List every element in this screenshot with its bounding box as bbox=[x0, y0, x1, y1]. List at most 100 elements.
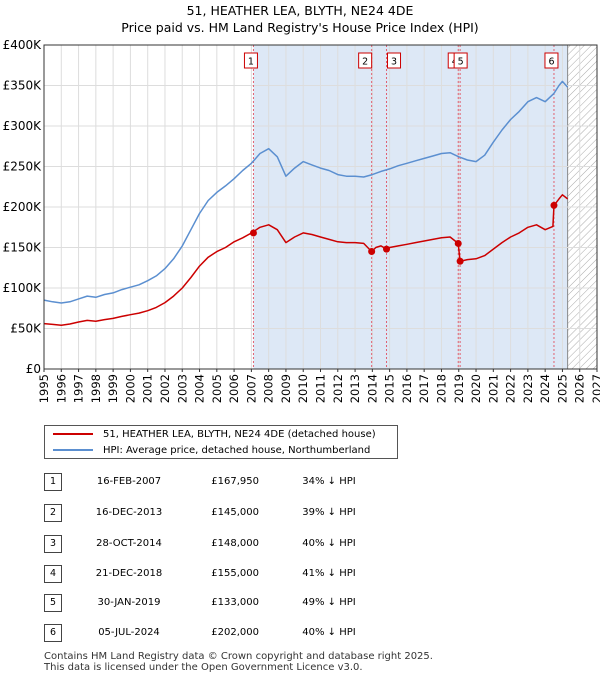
x-tick-label: 2026 bbox=[573, 374, 587, 403]
row-hpi: 49% ↓ HPI bbox=[302, 597, 356, 608]
sale-label-border bbox=[453, 52, 468, 69]
x-tick-label: 2027 bbox=[590, 374, 600, 403]
row-date: 30-JAN-2019 bbox=[97, 597, 161, 608]
x-tick-label: 2011 bbox=[314, 374, 328, 403]
row-number-badge: 4 bbox=[44, 565, 62, 583]
y-tick-label: £50K bbox=[10, 322, 42, 336]
x-tick-label: 2025 bbox=[555, 374, 569, 403]
sale-label-border bbox=[358, 52, 373, 69]
y-tick-label: £350K bbox=[3, 79, 43, 93]
sale-label-box: 1 bbox=[243, 52, 258, 69]
x-tick-label: 2016 bbox=[400, 374, 414, 403]
y-tick-label: £300K bbox=[3, 119, 43, 133]
x-tick-label: 2024 bbox=[538, 374, 552, 403]
sale-point bbox=[368, 248, 376, 256]
row-hpi: 34% ↓ HPI bbox=[302, 476, 356, 487]
x-tick-label: 2003 bbox=[175, 374, 189, 403]
x-tick-label: 1999 bbox=[106, 374, 120, 403]
x-tick-label: 1997 bbox=[72, 374, 86, 403]
y-tick-label: £200K bbox=[3, 200, 43, 214]
legend-label-property: 51, HEATHER LEA, BLYTH, NE24 4DE (detach… bbox=[103, 429, 376, 440]
sale-label-box: 2 bbox=[358, 52, 373, 69]
sale-point bbox=[456, 257, 464, 265]
sale-label-text: 3 bbox=[391, 57, 397, 68]
row-date: 28-OCT-2014 bbox=[96, 538, 162, 549]
row-price: £145,000 bbox=[211, 507, 259, 518]
sale-label-border bbox=[544, 52, 559, 69]
x-tick-label: 2006 bbox=[227, 374, 241, 403]
x-tick-label: 2002 bbox=[158, 374, 172, 403]
sale-label-text: 2 bbox=[362, 57, 368, 68]
y-tick-label: £250K bbox=[3, 160, 43, 174]
legend-swatch-hpi bbox=[53, 449, 93, 451]
row-price: £155,000 bbox=[211, 568, 259, 579]
legend-item-hpi: HPI: Average price, detached house, Nort… bbox=[53, 443, 370, 459]
legend-swatch-property bbox=[53, 433, 93, 435]
sale-point bbox=[249, 229, 257, 237]
x-tick-label: 1998 bbox=[89, 374, 103, 403]
legend-label-hpi: HPI: Average price, detached house, Nort… bbox=[103, 445, 371, 456]
x-tick-label: 2015 bbox=[383, 374, 397, 403]
row-price: £133,000 bbox=[211, 597, 259, 608]
row-number-badge: 6 bbox=[44, 624, 62, 642]
x-tick-label: 2008 bbox=[262, 374, 276, 403]
hpi-line bbox=[43, 80, 569, 304]
row-number-badge: 3 bbox=[44, 535, 62, 553]
sale-point bbox=[550, 201, 558, 209]
x-tick-label: 2020 bbox=[469, 374, 483, 403]
footer-attribution: Contains HM Land Registry data © Crown c… bbox=[44, 651, 433, 673]
x-tick-label: 2023 bbox=[521, 374, 535, 403]
x-tick-label: 2009 bbox=[279, 374, 293, 403]
sale-point bbox=[383, 245, 391, 253]
x-tick-label: 1995 bbox=[37, 374, 51, 403]
x-tick-label: 2000 bbox=[123, 374, 137, 403]
row-price: £167,950 bbox=[211, 476, 259, 487]
title-line-2: Price paid vs. HM Land Registry's House … bbox=[121, 20, 479, 35]
x-tick-label: 2021 bbox=[486, 374, 500, 403]
sale-label-text: 1 bbox=[248, 57, 254, 68]
sale-label-border bbox=[243, 52, 258, 69]
x-tick-label: 2019 bbox=[452, 374, 466, 403]
y-tick-label: £400K bbox=[3, 38, 43, 52]
x-tick-label: 2017 bbox=[417, 374, 431, 403]
row-number-badge: 2 bbox=[44, 504, 62, 522]
row-number-badge: 1 bbox=[44, 473, 62, 491]
row-date: 05-JUL-2024 bbox=[98, 627, 160, 638]
x-tick-label: 2022 bbox=[504, 374, 518, 403]
row-date: 16-FEB-2007 bbox=[96, 476, 162, 487]
title-line-1: 51, HEATHER LEA, BLYTH, NE24 4DE bbox=[186, 3, 414, 18]
row-date: 16-DEC-2013 bbox=[95, 507, 163, 518]
footer-line-1: Contains HM Land Registry data © Crown c… bbox=[44, 651, 433, 662]
property-price-line bbox=[43, 194, 569, 327]
row-hpi: 39% ↓ HPI bbox=[302, 507, 356, 518]
x-tick-label: 2007 bbox=[244, 374, 258, 403]
sale-label-box: 5 bbox=[453, 52, 468, 69]
x-tick-label: 2012 bbox=[331, 374, 345, 403]
sale-label-text: 5 bbox=[458, 57, 464, 68]
row-number-badge: 5 bbox=[44, 594, 62, 612]
y-tick-label: £0 bbox=[26, 362, 41, 376]
x-tick-label: 2018 bbox=[434, 374, 448, 403]
chart-title: 51, HEATHER LEA, BLYTH, NE24 4DE Price p… bbox=[0, 2, 600, 36]
legend-item-property: 51, HEATHER LEA, BLYTH, NE24 4DE (detach… bbox=[53, 427, 376, 443]
legend: 51, HEATHER LEA, BLYTH, NE24 4DE (detach… bbox=[44, 425, 398, 459]
price-chart: 123456£0£50K£100K£150K£200K£250K£300K£35… bbox=[3, 38, 600, 403]
x-tick-label: 2013 bbox=[348, 374, 362, 403]
sale-label-border bbox=[387, 52, 402, 69]
row-hpi: 40% ↓ HPI bbox=[302, 627, 356, 638]
sale-label-box: 3 bbox=[387, 52, 402, 69]
sale-label-box: 6 bbox=[544, 52, 559, 69]
x-tick-label: 2004 bbox=[193, 374, 207, 403]
x-tick-label: 2005 bbox=[210, 374, 224, 403]
y-tick-label: £150K bbox=[3, 241, 43, 255]
row-hpi: 40% ↓ HPI bbox=[302, 538, 356, 549]
y-tick-label: £100K bbox=[3, 281, 43, 295]
x-tick-label: 1996 bbox=[54, 374, 68, 403]
row-hpi: 41% ↓ HPI bbox=[302, 568, 356, 579]
x-tick-label: 2014 bbox=[365, 374, 379, 403]
sale-point bbox=[454, 239, 462, 247]
row-price: £148,000 bbox=[211, 538, 259, 549]
footer-line-2: This data is licensed under the Open Gov… bbox=[44, 662, 363, 673]
x-tick-label: 2001 bbox=[141, 374, 155, 403]
sale-label-text: 6 bbox=[548, 57, 554, 68]
